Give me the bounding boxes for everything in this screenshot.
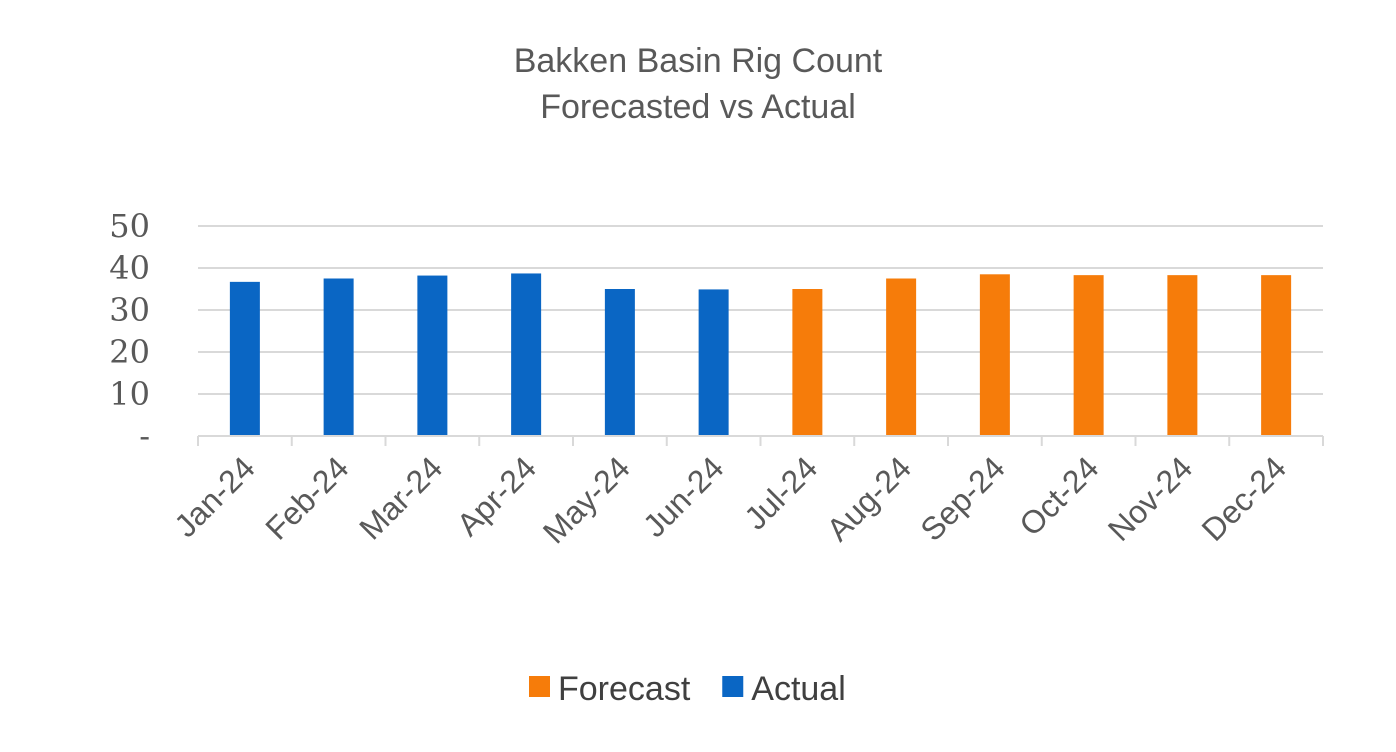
- y-tick-label: 50: [109, 207, 150, 245]
- bar-forecast-sep-24: [979, 274, 1010, 436]
- y-tick-label: 40: [109, 249, 150, 287]
- bar-forecast-jul-24: [792, 289, 823, 436]
- legend-label-forecast: Forecast: [558, 670, 691, 708]
- x-tick-label: May-24: [536, 449, 637, 550]
- y-tick-label: 10: [109, 375, 150, 413]
- x-tick-label: Jan-24: [167, 449, 262, 544]
- x-tick-label: Feb-24: [258, 449, 355, 546]
- x-tick-label: Oct-24: [1012, 449, 1105, 542]
- legend-swatch-forecast: [529, 676, 550, 697]
- bar-actual-may-24: [604, 289, 635, 436]
- bar-actual-mar-24: [417, 275, 448, 436]
- bar-forecast-aug-24: [886, 278, 917, 436]
- bar-actual-jun-24: [698, 289, 729, 436]
- x-tick-label: Jul-24: [737, 449, 824, 536]
- x-tick-label: Jun-24: [636, 449, 731, 544]
- y-tick-label: 20: [109, 333, 150, 371]
- bar-forecast-oct-24: [1073, 275, 1104, 436]
- bar-actual-apr-24: [511, 273, 542, 436]
- x-tick-label: Nov-24: [1101, 449, 1199, 547]
- bar-forecast-dec-24: [1261, 275, 1292, 436]
- chart-title-line-1: Bakken Basin Rig Count: [514, 42, 883, 80]
- y-tick-label: 30: [109, 291, 150, 329]
- x-tick-label: Mar-24: [352, 449, 449, 546]
- x-tick-label: Sep-24: [913, 449, 1011, 547]
- bars: [229, 273, 1292, 436]
- y-tick-label: -: [139, 417, 150, 455]
- gridlines: [198, 225, 1323, 395]
- x-tick-label: Aug-24: [820, 449, 918, 547]
- bar-forecast-nov-24: [1167, 275, 1198, 436]
- legend: Forecast Actual: [529, 670, 846, 708]
- x-tick-label: Dec-24: [1195, 449, 1293, 547]
- y-axis-ticks: - 10 20 30 40 50: [109, 207, 150, 455]
- bar-actual-feb-24: [323, 278, 354, 436]
- legend-swatch-actual: [722, 676, 744, 697]
- x-axis: [197, 435, 1324, 446]
- x-tick-label: Apr-24: [450, 449, 543, 542]
- legend-label-actual: Actual: [751, 670, 846, 708]
- bar-actual-jan-24: [229, 281, 260, 436]
- chart-title-line-2: Forecasted vs Actual: [540, 88, 856, 126]
